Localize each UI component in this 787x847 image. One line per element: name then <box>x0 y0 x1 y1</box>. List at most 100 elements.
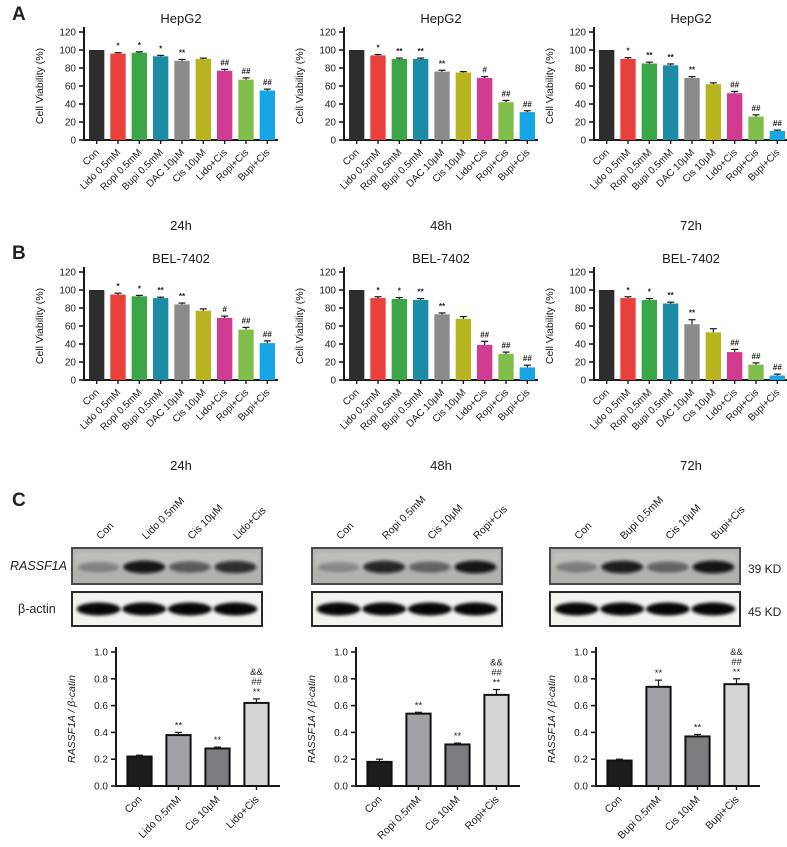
chart-svg-c2: 0.0 0.2 0.4 0.6 0.8 1.0 RASSF1A / β-catin Con Ro… <box>306 647 520 842</box>
y-tick-label: 0 <box>580 136 586 147</box>
significance-annotation: ## <box>220 58 229 67</box>
y-tick-label: 60 <box>65 322 77 333</box>
significance-annotation: ## <box>242 316 251 325</box>
rassf1a-band <box>601 560 644 574</box>
bactin-band <box>407 602 452 616</box>
significance-annotation: # <box>482 66 487 75</box>
y-tick-label: 80 <box>575 64 587 75</box>
significance-annotation: ** <box>689 309 696 318</box>
y-tick-label: 20 <box>325 118 337 129</box>
bactin-band <box>600 602 645 616</box>
blot-shading <box>75 552 259 568</box>
molecular-weight-label-45kd: 45 KD <box>748 605 782 619</box>
significance-annotation: ## <box>480 330 489 339</box>
lane-label: Cis 10μM <box>663 502 703 542</box>
bar-Ropi+Cis <box>498 353 514 380</box>
lane-label: Bupi+Cis <box>709 504 747 542</box>
panel-a-label: A <box>12 4 26 25</box>
y-tick-label: 120 <box>569 28 586 39</box>
y-tick-label: 0.4 <box>574 728 588 739</box>
y-tick-label: 0.0 <box>334 782 348 793</box>
y-tick-label: 0.0 <box>94 782 108 793</box>
y-tick-label: 0 <box>330 136 336 147</box>
significance-annotation: ## <box>730 80 739 89</box>
y-tick-label: 60 <box>325 322 337 333</box>
ratio-chart-bupi: 0.0 0.2 0.4 0.6 0.8 1.0 RASSF1A / β-catin Con Bu… <box>542 638 770 847</box>
bar-Cis 10μM <box>455 72 472 140</box>
significance-annotation: ** <box>646 51 653 60</box>
significance-annotation: ** <box>396 47 403 56</box>
y-tick-label: 100 <box>59 46 76 57</box>
y-tick-label: 0.4 <box>334 728 348 739</box>
y-tick-label: 20 <box>325 358 337 369</box>
bar-Lido 0.5mM <box>370 55 386 140</box>
bar-Bupi 0.5mM <box>645 685 672 788</box>
western-blot-ropi-group: Con Ropi 0.5mM Cis 10μM Ropi+Cis <box>300 494 550 637</box>
bar-DAC 10μM <box>434 71 450 140</box>
bar-Bupi 0.5mM <box>152 298 169 380</box>
significance-annotation: ## <box>251 677 262 688</box>
bar-Ropi 0.5mM <box>641 63 658 140</box>
significance-annotation: * <box>116 282 120 291</box>
bar-Ropi+Cis <box>748 364 764 380</box>
significance-annotation: ** <box>418 47 425 56</box>
x-category-label: Lido 0.5mM <box>136 794 183 841</box>
bar-Bupi 0.5mM <box>662 303 679 380</box>
y-axis-label: Cell Viability (%) <box>294 48 306 124</box>
x-category-label: Con <box>363 794 385 816</box>
bar-Cis 10μM <box>705 332 722 380</box>
rassf1a-band <box>555 561 598 573</box>
y-tick-label: 0.8 <box>334 674 348 685</box>
bar-Ropi+Cis <box>483 693 510 788</box>
panel-b-label: B <box>12 243 26 264</box>
lane-label: Cis 10μM <box>185 502 225 542</box>
significance-annotation: ** <box>694 722 702 733</box>
y-tick-label: 100 <box>569 286 586 297</box>
lane-label: Lido 0.5mM <box>140 495 187 542</box>
y-tick-label: 1.0 <box>94 648 108 659</box>
chart-title: BEL-7402 <box>152 251 210 266</box>
y-tick-label: 80 <box>65 64 77 75</box>
y-tick-label: 0.2 <box>94 755 108 766</box>
bar-Bupi+Cis <box>259 90 276 140</box>
rassf1a-band <box>646 561 689 573</box>
y-axis-label: RASSF1A / β-catin <box>66 675 78 763</box>
bar-Lido+Cis <box>476 344 493 380</box>
viability-chart-bel7402-72h: 0 20 40 60 80 100 120 BEL-7402 Cell Viability (%… <box>540 246 787 481</box>
bar-Lido+Cis <box>243 701 270 787</box>
y-tick-label: 60 <box>575 322 587 333</box>
chart-svg-b3: 0 20 40 60 80 100 120 BEL-7402 Cell Viability (%… <box>544 251 787 473</box>
bactin-band <box>645 602 690 616</box>
y-tick-label: 120 <box>59 28 76 39</box>
blot-row-label-rassf1a: RASSF1A <box>10 559 67 573</box>
bar-Bupi+Cis <box>519 112 536 140</box>
significance-annotation: ** <box>668 53 675 62</box>
chart-svg-b1: 0 20 40 60 80 100 120 BEL-7402 Cell Viability (%… <box>34 251 278 473</box>
bar-Bupi 0.5mM <box>412 299 429 380</box>
y-tick-label: 40 <box>325 340 337 351</box>
bar-DAC 10μM <box>684 324 700 380</box>
bar-Con <box>348 290 365 380</box>
y-tick-label: 40 <box>65 100 77 111</box>
bar-DAC 10μM <box>174 60 190 140</box>
y-tick-label: 20 <box>575 118 587 129</box>
y-tick-label: 0.8 <box>574 674 588 685</box>
significance-annotation: ** <box>175 720 183 731</box>
bar-Cis 10μM <box>195 59 212 140</box>
y-tick-label: 20 <box>65 358 77 369</box>
bar-Ropi 0.5mM <box>405 712 432 787</box>
significance-annotation: ** <box>655 668 663 679</box>
y-tick-label: 0 <box>70 136 76 147</box>
significance-annotation: ## <box>731 657 742 668</box>
ratio-chart-lido: 0.0 0.2 0.4 0.6 0.8 1.0 RASSF1A / β-catin Con Li… <box>62 638 290 847</box>
bar-Ropi 0.5mM <box>391 299 408 380</box>
significance-annotation: ** <box>733 667 741 678</box>
chart-svg-c3: 0.0 0.2 0.4 0.6 0.8 1.0 RASSF1A / β-catin Con Bu… <box>546 647 760 842</box>
chart-title: HepG2 <box>160 11 201 26</box>
y-tick-label: 20 <box>575 358 587 369</box>
time-label: 48h <box>430 458 452 473</box>
bar-Lido 0.5mM <box>110 294 126 380</box>
